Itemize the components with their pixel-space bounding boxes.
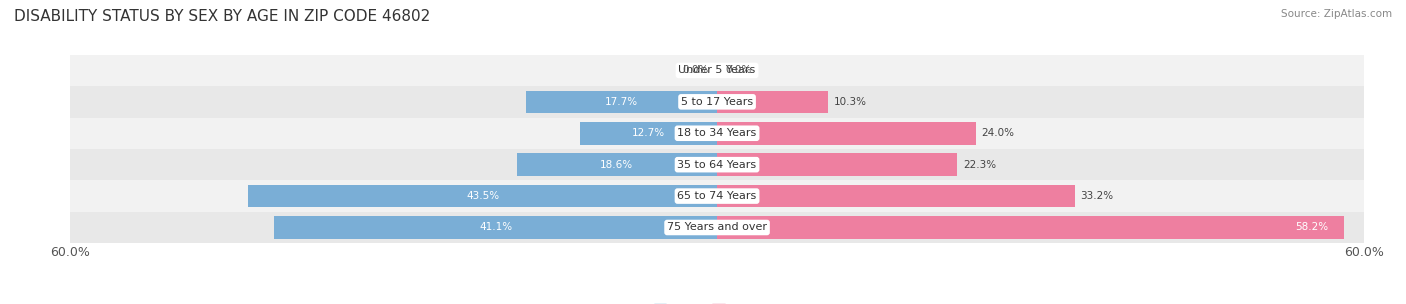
Bar [526, 91, 717, 113]
Bar [247, 185, 717, 207]
Text: 43.5%: 43.5% [465, 191, 499, 201]
Text: Under 5 Years: Under 5 Years [679, 65, 755, 75]
Bar [70, 212, 1364, 243]
Bar [717, 185, 1076, 207]
Text: 41.1%: 41.1% [479, 223, 512, 233]
Text: 5 to 17 Years: 5 to 17 Years [681, 97, 754, 107]
Text: 75 Years and over: 75 Years and over [666, 223, 768, 233]
Bar [581, 122, 717, 145]
Bar [717, 122, 976, 145]
Text: 18 to 34 Years: 18 to 34 Years [678, 128, 756, 138]
Bar [717, 91, 828, 113]
Text: 24.0%: 24.0% [981, 128, 1014, 138]
Bar [516, 153, 717, 176]
Bar [70, 86, 1364, 118]
Bar [70, 149, 1364, 180]
Bar [70, 55, 1364, 86]
Legend: Male, Female: Male, Female [650, 299, 785, 304]
Text: 17.7%: 17.7% [605, 97, 638, 107]
Text: 58.2%: 58.2% [1295, 223, 1329, 233]
Bar [717, 153, 957, 176]
Text: Source: ZipAtlas.com: Source: ZipAtlas.com [1281, 9, 1392, 19]
Text: 12.7%: 12.7% [633, 128, 665, 138]
Text: 10.3%: 10.3% [834, 97, 866, 107]
Text: 65 to 74 Years: 65 to 74 Years [678, 191, 756, 201]
Text: 35 to 64 Years: 35 to 64 Years [678, 160, 756, 170]
Text: 0.0%: 0.0% [725, 65, 752, 75]
Bar [274, 216, 717, 239]
Bar [70, 118, 1364, 149]
Text: 0.0%: 0.0% [682, 65, 709, 75]
Bar [717, 216, 1344, 239]
Text: 18.6%: 18.6% [600, 160, 633, 170]
Text: 22.3%: 22.3% [963, 160, 995, 170]
Text: DISABILITY STATUS BY SEX BY AGE IN ZIP CODE 46802: DISABILITY STATUS BY SEX BY AGE IN ZIP C… [14, 9, 430, 24]
Bar [70, 180, 1364, 212]
Text: 33.2%: 33.2% [1080, 191, 1114, 201]
